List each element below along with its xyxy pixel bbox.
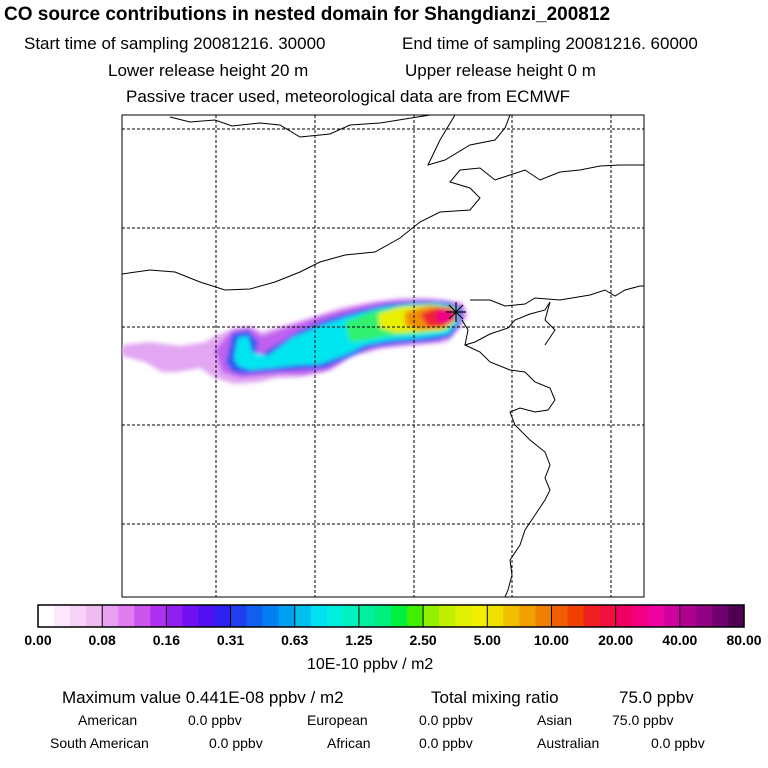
- region-value: 0.0 ppbv: [419, 712, 473, 728]
- colorbar-cell: [407, 605, 424, 627]
- coastline-layer: [122, 115, 644, 597]
- grid-lines: [122, 115, 644, 597]
- region-value: 0.0 ppbv: [651, 735, 705, 751]
- colorbar-cell: [310, 605, 328, 627]
- colorbar-cell: [262, 605, 280, 627]
- coast-bohai: [461, 301, 551, 346]
- colorbar-tick-label: 0.63: [281, 632, 309, 648]
- colorbar-tick-label: 0.16: [152, 632, 180, 648]
- colorbar-cell: [519, 605, 537, 627]
- tracer-info: Passive tracer used, meteorological data…: [126, 87, 571, 106]
- region-name: Asian: [537, 712, 573, 728]
- border-north: [169, 115, 431, 138]
- region-value: 0.0 ppbv: [419, 735, 473, 751]
- colorbar-cell: [70, 605, 87, 627]
- colorbar-cell: [198, 605, 216, 627]
- region-name: American: [78, 712, 138, 728]
- colorbar-tick-label: 40.00: [662, 632, 698, 648]
- colorbar-tick-label: 2.50: [409, 632, 437, 648]
- region-name: South American: [50, 735, 149, 751]
- colorbar-cell: [423, 605, 440, 627]
- border-mongolia: [122, 164, 644, 291]
- asterisk-icon: [446, 302, 466, 322]
- region-name: Australian: [537, 735, 600, 751]
- colorbar-cell: [294, 605, 312, 627]
- colorbar-cell: [503, 605, 520, 627]
- colorbar-tick-label: 0.08: [88, 632, 116, 648]
- colorbar-cell: [182, 605, 200, 627]
- max-value-label: Maximum value 0.441E-08 ppbv / m2: [62, 688, 344, 707]
- colorbar-cell: [679, 605, 697, 627]
- colorbar-tick-label: 0.00: [24, 632, 52, 648]
- lower-release-height: Lower release height 20 m: [108, 61, 309, 80]
- upper-release-height: Upper release height 0 m: [405, 61, 596, 80]
- region-value: 0.0 ppbv: [188, 712, 242, 728]
- colorbar-tick-label: 1.25: [345, 632, 373, 648]
- colorbar-cell: [358, 605, 376, 627]
- colorbar-cell: [86, 605, 103, 627]
- colorbar-cell: [727, 605, 745, 627]
- colorbar-cell: [615, 605, 633, 627]
- colorbar-tick-label: 20.00: [598, 632, 634, 648]
- colorbar-cell: [471, 605, 488, 627]
- border-east-north: [427, 115, 511, 166]
- start-time-label: Start time of sampling 20081216. 30000: [24, 34, 326, 53]
- coast-shandong: [464, 344, 556, 597]
- colorbar-cell: [599, 605, 617, 627]
- colorbar-cell: [535, 605, 553, 627]
- colorbar-cell: [551, 605, 569, 627]
- colorbar-cell: [214, 605, 232, 627]
- region-name: African: [327, 735, 371, 751]
- colorbar-cell: [711, 605, 729, 627]
- colorbar-cell: [230, 605, 248, 627]
- colorbar-cell: [118, 605, 135, 627]
- page-title: CO source contributions in nested domain…: [4, 4, 611, 25]
- colorbar-cell: [54, 605, 71, 627]
- colorbar-cell: [246, 605, 264, 627]
- colorbar-cell: [631, 605, 649, 627]
- total-mixing-value: 75.0 ppbv: [619, 688, 694, 707]
- colorbar-tick-label: 5.00: [473, 632, 501, 648]
- colorbar-cell: [150, 605, 167, 627]
- colorbar-cell: [326, 605, 344, 627]
- colorbar-cell: [439, 605, 456, 627]
- colorbar-cell: [38, 605, 55, 627]
- colorbar-cell: [663, 605, 681, 627]
- plume-layer: [122, 298, 468, 384]
- colorbar-cell: [695, 605, 713, 627]
- coast-korea: [544, 301, 556, 346]
- colorbar-tick-label: 80.00: [726, 632, 762, 648]
- colorbar-cell: [391, 605, 408, 627]
- colorbar-cell: [278, 605, 296, 627]
- colorbar-cell: [374, 605, 392, 627]
- colorbar-tick-label: 10.00: [533, 632, 569, 648]
- colorbar-unit: 10E-10 ppbv / m2: [307, 656, 434, 673]
- colorbar-cell: [567, 605, 585, 627]
- colorbar-cell: [487, 605, 504, 627]
- colorbar-cell: [455, 605, 472, 627]
- colorbar-cell: [342, 605, 360, 627]
- colorbar-cell: [102, 605, 119, 627]
- colorbar-tick-label: 0.31: [216, 632, 245, 648]
- border-northeast: [470, 285, 644, 307]
- region-value: 0.0 ppbv: [209, 735, 263, 751]
- total-mixing-label: Total mixing ratio: [431, 688, 559, 707]
- region-name: European: [307, 712, 368, 728]
- region-value: 75.0 ppbv: [612, 712, 674, 728]
- colorbar-cell: [166, 605, 184, 627]
- end-time-label: End time of sampling 20081216. 60000: [402, 34, 698, 53]
- colorbar-cell: [583, 605, 601, 627]
- colorbar-cell: [134, 605, 151, 627]
- colorbar-cell: [647, 605, 665, 627]
